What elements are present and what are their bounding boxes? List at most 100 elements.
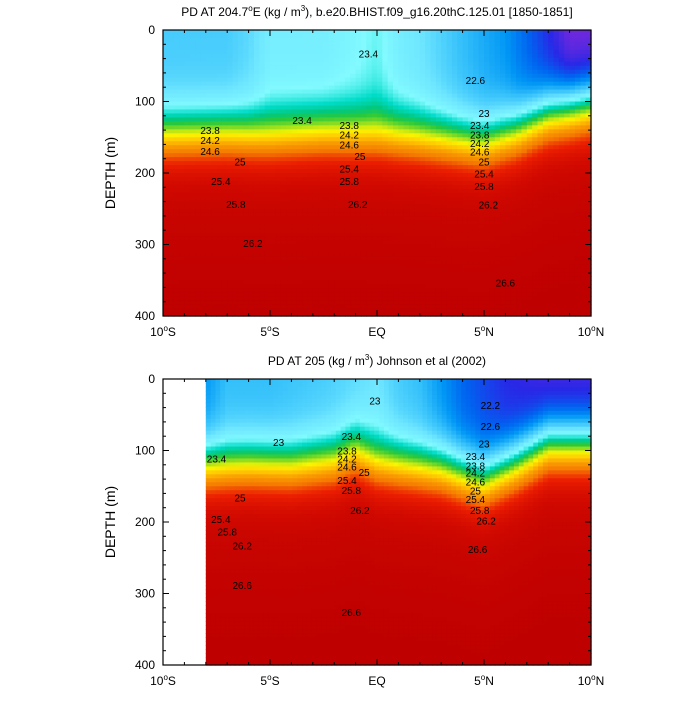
field-cell	[409, 308, 416, 313]
field-cell	[302, 196, 309, 202]
field-cell	[360, 89, 367, 95]
field-cell	[168, 200, 175, 206]
field-cell	[451, 296, 458, 301]
field-cell	[393, 216, 399, 222]
field-cell	[344, 49, 351, 55]
field-cell	[419, 105, 426, 111]
field-cell	[270, 268, 276, 273]
field-cell	[312, 129, 319, 134]
field-cell	[232, 137, 239, 142]
field-cell	[441, 272, 448, 277]
field-cell	[328, 137, 335, 142]
field-cell	[163, 129, 169, 134]
field-cell	[205, 296, 212, 301]
field-cell	[270, 30, 276, 35]
field-cell	[500, 252, 506, 258]
field-cell	[318, 252, 325, 258]
field-cell	[398, 101, 405, 107]
field-cell	[302, 192, 309, 198]
field-cell	[243, 133, 250, 138]
field-cell	[286, 113, 292, 118]
field-cell	[211, 232, 218, 238]
field-cell	[275, 65, 282, 71]
field-cell	[253, 37, 260, 43]
field-cell	[184, 137, 191, 142]
field-cell	[179, 77, 185, 83]
field-cell	[489, 141, 496, 146]
field-cell	[275, 184, 282, 190]
field-cell	[344, 97, 351, 103]
field-cell	[526, 109, 533, 115]
field-cell	[163, 133, 169, 138]
field-cell	[494, 101, 501, 107]
field-cell	[484, 65, 490, 71]
field-cell	[366, 192, 373, 198]
field-cell	[473, 165, 480, 170]
field-cell	[521, 288, 528, 293]
field-cell	[430, 188, 437, 194]
field-cell	[446, 45, 453, 51]
field-cell	[248, 53, 255, 59]
field-cell	[179, 216, 185, 222]
field-cell	[377, 141, 383, 146]
field-cell	[457, 212, 464, 218]
field-cell	[371, 260, 378, 265]
field-cell	[211, 129, 218, 134]
field-cell	[216, 149, 223, 154]
field-cell	[425, 192, 432, 198]
field-cell	[425, 73, 432, 79]
field-cell	[414, 212, 421, 218]
field-cell	[409, 204, 416, 210]
field-cell	[430, 117, 437, 122]
field-cell	[510, 125, 517, 130]
field-cell	[478, 216, 485, 222]
field-cell	[270, 264, 276, 269]
field-cell	[227, 200, 234, 206]
field-cell	[179, 308, 185, 313]
field-cell	[360, 137, 367, 142]
field-cell	[414, 280, 421, 285]
field-cell	[323, 169, 330, 174]
field-cell	[195, 109, 202, 115]
field-cell	[312, 85, 319, 91]
field-cell	[184, 169, 191, 174]
field-cell	[275, 57, 282, 63]
field-cell	[296, 117, 303, 122]
field-cell	[355, 117, 362, 122]
field-cell	[478, 153, 485, 158]
field-cell	[441, 45, 448, 51]
field-cell	[264, 176, 271, 182]
field-cell	[173, 117, 180, 122]
field-cell	[371, 141, 378, 146]
field-cell	[446, 53, 453, 59]
field-cell	[360, 220, 367, 226]
field-cell	[291, 33, 298, 39]
field-cell	[237, 256, 244, 261]
field-cell	[505, 204, 512, 210]
field-cell	[328, 276, 335, 281]
field-cell	[419, 133, 426, 138]
field-cell	[163, 117, 169, 122]
field-cell	[334, 137, 341, 142]
field-cell	[521, 77, 528, 83]
field-cell	[462, 176, 469, 182]
field-cell	[173, 192, 180, 198]
field-cell	[510, 85, 517, 91]
field-cell	[462, 308, 469, 313]
field-cell	[334, 188, 341, 194]
field-cell	[425, 228, 432, 234]
field-cell	[253, 216, 260, 222]
field-cell	[339, 137, 346, 142]
field-cell	[328, 153, 335, 158]
field-cell	[398, 248, 405, 254]
field-cell	[350, 85, 357, 91]
field-cell	[494, 260, 501, 265]
field-cell	[189, 69, 196, 75]
field-cell	[393, 141, 399, 146]
field-cell	[467, 73, 474, 79]
field-cell	[211, 33, 218, 39]
field-cell	[216, 224, 223, 230]
field-cell	[467, 200, 474, 206]
field-cell	[350, 268, 357, 273]
field-cell	[478, 228, 485, 234]
